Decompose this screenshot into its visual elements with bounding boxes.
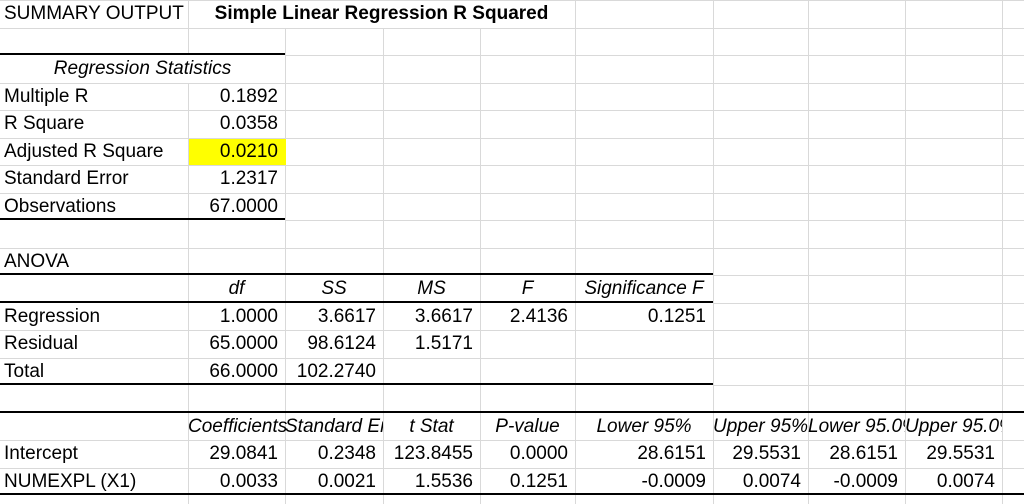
gridline <box>713 302 1024 304</box>
gridline <box>1002 0 1003 504</box>
gridline <box>0 357 1024 359</box>
intercept-lower-95[interactable]: 28.6151 <box>637 443 706 464</box>
anova-regression-significance-f[interactable]: 0.1251 <box>647 305 706 327</box>
anova-row-label-residual[interactable]: Residual <box>4 333 78 354</box>
intercept-coefficient[interactable]: 29.0841 <box>209 443 278 464</box>
anova-regression-ms[interactable]: 3.6617 <box>414 305 473 327</box>
gridline <box>0 247 1024 249</box>
numexpl-standard-error[interactable]: 0.0021 <box>317 470 376 492</box>
gridline <box>713 275 1024 276</box>
coef-header-t-stat[interactable]: t Stat <box>409 415 454 437</box>
coef-header-lower-95[interactable]: Lower 95% <box>596 415 692 437</box>
stat-label-multiple-r[interactable]: Multiple R <box>4 85 89 107</box>
anova-header-significance-f[interactable]: Significance F <box>584 278 704 299</box>
gridline <box>0 192 1024 194</box>
stat-label-adjusted-r-square[interactable]: Adjusted R Square <box>4 140 164 162</box>
gridline <box>905 0 906 504</box>
coef-header-upper-95[interactable]: Upper 95% <box>713 415 808 437</box>
numexpl-lower-95[interactable]: -0.0009 <box>641 470 706 492</box>
anova-header-ss[interactable]: SS <box>321 278 347 299</box>
coef-header-p-value[interactable]: P-value <box>495 415 560 437</box>
anova-regression-df[interactable]: 1.0000 <box>219 305 278 327</box>
gridline <box>0 467 1024 469</box>
numexpl-upper-95[interactable]: 0.0074 <box>742 470 801 492</box>
gridline <box>0 82 1024 84</box>
border-below-anova-headers <box>0 300 713 303</box>
anova-total-ss[interactable]: 102.2740 <box>296 360 376 382</box>
numexpl-upper-95-0[interactable]: 0.0074 <box>936 470 995 492</box>
stat-value-multiple-r[interactable]: 0.1892 <box>219 85 278 107</box>
coef-header-coefficients[interactable]: Coefficients <box>188 415 288 437</box>
summary-output-label[interactable]: SUMMARY OUTPUT <box>4 3 184 24</box>
anova-regression-f[interactable]: 2.4136 <box>509 305 568 327</box>
report-title[interactable]: Simple Linear Regression R Squared <box>214 3 549 24</box>
stat-value-adjusted-r-square[interactable]: 0.0210 <box>219 140 278 162</box>
anova-residual-ss[interactable]: 98.6124 <box>307 333 376 354</box>
anova-total-df[interactable]: 66.0000 <box>209 360 278 382</box>
border-below-observations <box>0 218 285 220</box>
numexpl-lower-95-0[interactable]: -0.0009 <box>833 470 898 492</box>
intercept-standard-error[interactable]: 0.2348 <box>317 443 376 464</box>
anova-residual-df[interactable]: 65.0000 <box>209 333 278 354</box>
intercept-p-value[interactable]: 0.0000 <box>509 443 568 464</box>
gridline <box>285 220 1024 221</box>
gridline <box>713 385 1024 386</box>
anova-regression-ss[interactable]: 3.6617 <box>317 305 376 327</box>
gridline <box>480 27 481 504</box>
intercept-upper-95[interactable]: 29.5531 <box>732 443 801 464</box>
gridline <box>0 330 1024 331</box>
intercept-t-stat[interactable]: 123.8455 <box>393 443 473 464</box>
border-above-regression-statistics <box>0 53 285 55</box>
highlight-cell-adjusted-r-square[interactable] <box>189 138 286 165</box>
stat-label-observations[interactable]: Observations <box>4 195 116 217</box>
anova-row-label-regression[interactable]: Regression <box>4 305 101 327</box>
intercept-lower-95-0[interactable]: 28.6151 <box>829 443 898 464</box>
anova-header-df[interactable]: df <box>228 278 245 299</box>
gridline <box>0 0 1024 1</box>
stat-label-r-square[interactable]: R Square <box>4 113 85 134</box>
anova-header-ms[interactable]: MS <box>417 278 446 299</box>
border-below-coefficients-table <box>0 493 1024 495</box>
coef-row-label-numexpl[interactable]: NUMEXPL (X1) <box>4 470 137 492</box>
anova-row-label-total[interactable]: Total <box>4 360 45 382</box>
anova-label[interactable]: ANOVA <box>4 250 70 272</box>
gridline <box>188 82 189 504</box>
gridline <box>383 27 384 504</box>
coef-header-upper-95-0[interactable]: Upper 95.0% <box>905 415 1002 437</box>
gridline <box>808 0 809 504</box>
gridline <box>0 27 1024 29</box>
border-below-anova-label <box>0 273 713 275</box>
stat-value-observations[interactable]: 67.0000 <box>209 195 278 217</box>
gridline <box>0 165 1024 166</box>
gridline <box>0 440 1024 441</box>
gridline <box>713 0 714 504</box>
numexpl-t-stat[interactable]: 1.5536 <box>414 470 473 492</box>
intercept-upper-95-0[interactable]: 29.5531 <box>926 443 995 464</box>
gridline <box>575 0 576 504</box>
coef-header-lower-95-0[interactable]: Lower 95.0% <box>808 415 905 437</box>
numexpl-coefficient[interactable]: 0.0033 <box>219 470 278 492</box>
border-above-coefficients-headers <box>0 410 1024 413</box>
gridline <box>0 137 1024 139</box>
coef-row-label-intercept[interactable]: Intercept <box>4 443 78 464</box>
stat-value-r-square[interactable]: 0.0358 <box>219 113 278 134</box>
regression-statistics-header[interactable]: Regression Statistics <box>53 58 232 79</box>
anova-header-f[interactable]: F <box>521 278 534 299</box>
coef-header-standard-error[interactable]: Standard Error <box>285 415 383 437</box>
gridline <box>285 27 286 504</box>
numexpl-p-value[interactable]: 0.1251 <box>509 470 568 492</box>
gridline <box>285 55 1024 56</box>
border-below-total <box>0 383 713 385</box>
gridline <box>0 110 1024 111</box>
stat-value-standard-error[interactable]: 1.2317 <box>219 168 278 189</box>
stat-label-standard-error[interactable]: Standard Error <box>4 168 129 189</box>
anova-residual-ms[interactable]: 1.5171 <box>414 333 473 354</box>
